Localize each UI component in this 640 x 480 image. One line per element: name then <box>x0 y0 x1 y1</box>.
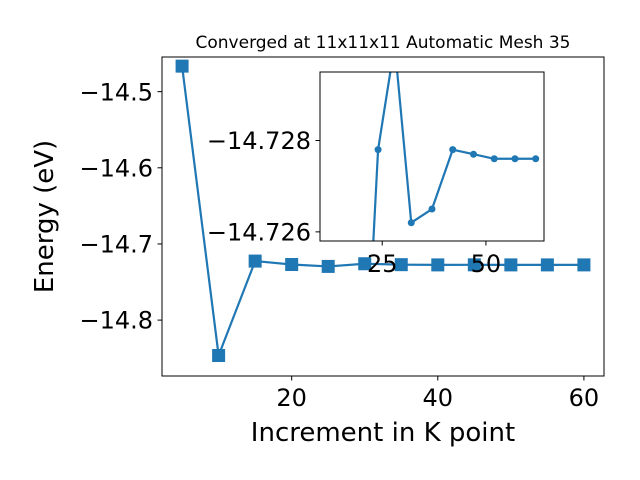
main-data-point <box>285 258 299 272</box>
main-data <box>175 59 591 363</box>
main-data-point <box>212 349 226 363</box>
inset-background <box>320 72 544 241</box>
inset-x-tick-label: 25 <box>367 250 398 278</box>
inset-data-point <box>511 155 519 163</box>
main-data-point <box>467 258 481 272</box>
inset-data-point <box>366 306 373 313</box>
main-data-point <box>577 258 591 272</box>
inset-data-point <box>449 146 457 154</box>
inset-axes-frame <box>319 71 545 242</box>
main-data-point <box>321 259 335 273</box>
main-plot: 20 40 60 −14.8 −14.7 −14.6 −14.5 Converged at 1… <box>30 33 605 448</box>
inset-data-point <box>407 219 415 227</box>
main-x-tick-label: 20 <box>276 384 307 412</box>
inset-data-point <box>428 205 436 213</box>
inset-series-line <box>372 72 536 241</box>
inset-y-tick-label: −14.728 <box>207 127 311 155</box>
main-x-tick-label: 40 <box>423 384 454 412</box>
inset-data <box>366 72 540 313</box>
inset-plot: 25 50 −14.728 −14.726 <box>207 71 545 313</box>
main-y-tick-label: −14.8 <box>79 307 153 335</box>
y-axis-label: Energy (eV) <box>30 140 60 293</box>
main-data-point <box>358 257 372 271</box>
inset-x-tick-label: 50 <box>471 250 502 278</box>
main-data-point <box>504 258 518 272</box>
inset-y-tick-label: −14.726 <box>207 219 311 247</box>
main-x-tick-label: 60 <box>569 384 600 412</box>
main-data-point <box>394 258 408 272</box>
main-axes-frame <box>161 56 605 377</box>
chart-title: Converged at 11x11x11 Automatic Mesh 35 <box>196 33 571 53</box>
main-data-point <box>540 258 554 272</box>
main-y-tick-label: −14.6 <box>79 154 153 182</box>
main-y-tick-label: −14.7 <box>79 231 153 259</box>
main-data-point <box>248 254 262 268</box>
main-data-point <box>175 59 189 73</box>
inset-data-point <box>374 146 382 154</box>
main-data-point <box>431 258 445 272</box>
inset-data-point <box>469 150 477 158</box>
inset-data-point <box>532 155 540 163</box>
main-y-tick-label: −14.5 <box>79 78 153 106</box>
inset-data-point <box>490 155 498 163</box>
x-axis-label: Increment in K point <box>251 418 515 448</box>
